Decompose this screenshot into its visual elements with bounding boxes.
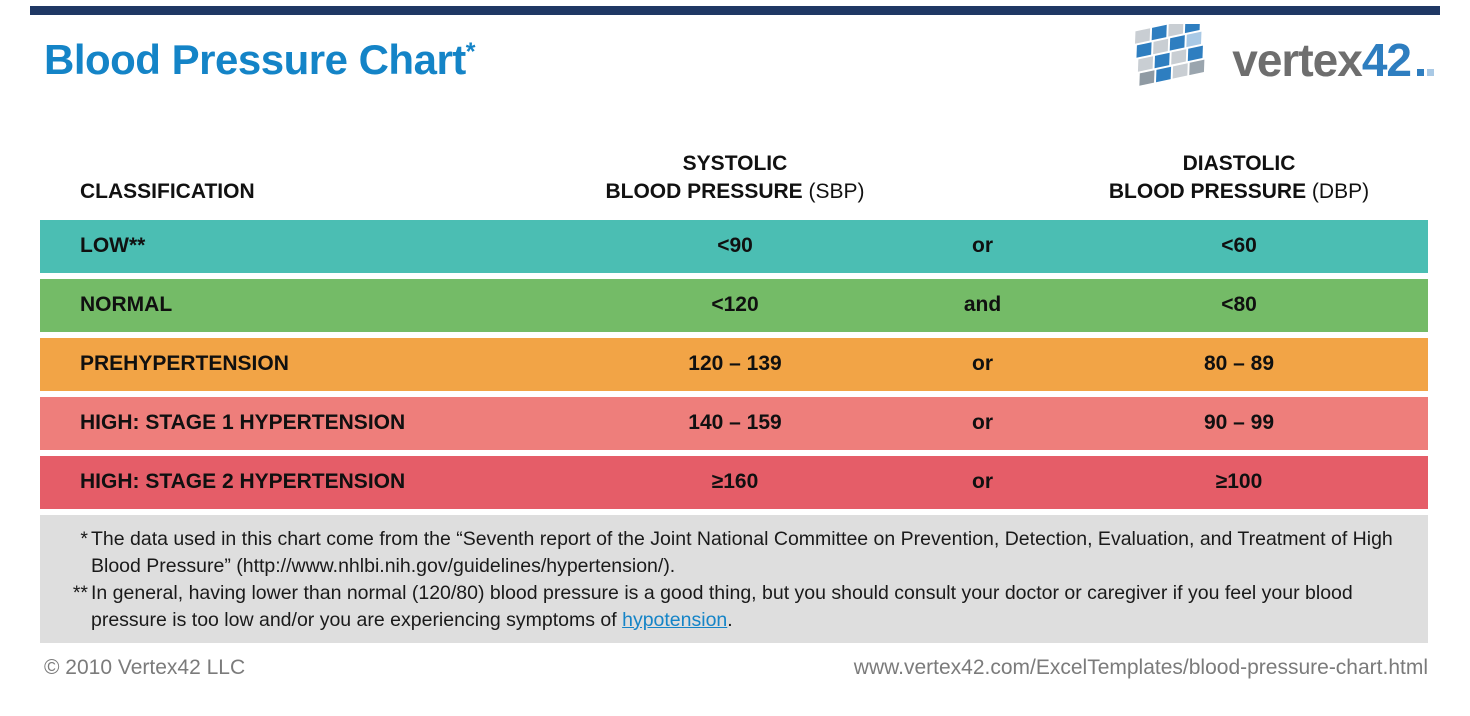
table-header-row: CLASSIFICATION SYSTOLIC BLOOD PRESSURE (… <box>40 150 1428 220</box>
row-conjunction: or <box>972 411 993 435</box>
row-diastolic-value: <60 <box>1221 234 1257 258</box>
row-systolic-value: <90 <box>717 234 753 258</box>
row-systolic-value: 140 – 159 <box>688 411 782 435</box>
vertex42-logo-text: vertex42 <box>1232 37 1434 83</box>
row-systolic-value: <120 <box>711 293 759 317</box>
row-classification: HIGH: STAGE 2 HYPERTENSION <box>80 470 406 494</box>
row-diastolic-value: <80 <box>1221 293 1257 317</box>
header-classification: CLASSIFICATION <box>80 180 255 204</box>
header-systolic-line2: BLOOD PRESSURE (SBP) <box>555 178 915 206</box>
logo-dots <box>1414 37 1434 83</box>
footnote-source: * The data used in this chart come from … <box>66 526 1402 580</box>
footnote-low-bp: ** In general, having lower than normal … <box>66 580 1402 634</box>
footnote-low-bp-before: In general, having lower than normal (12… <box>91 581 1353 631</box>
header-diastolic-abbrev: (DBP) <box>1306 180 1370 204</box>
page-title-asterisk: * <box>465 38 476 66</box>
footnote-marker: * <box>80 527 88 550</box>
table-row-normal: NORMAL <120 and <80 <box>40 278 1428 332</box>
blood-pressure-table: CLASSIFICATION SYSTOLIC BLOOD PRESSURE (… <box>40 150 1428 643</box>
header-diastolic-line2: BLOOD PRESSURE (DBP) <box>1050 178 1428 206</box>
row-conjunction: or <box>972 234 993 258</box>
row-classification: HIGH: STAGE 1 HYPERTENSION <box>80 411 406 435</box>
row-diastolic-value: 80 – 89 <box>1203 352 1275 376</box>
page-title-text: Blood Pressure Chart <box>44 36 466 83</box>
row-classification: PREHYPERTENSION <box>80 352 289 376</box>
table-row-stage2-hypertension: HIGH: STAGE 2 HYPERTENSION ≥160 or ≥100 <box>40 455 1428 509</box>
vertex42-logo: vertex42 <box>1134 24 1434 96</box>
row-conjunction: and <box>963 293 1002 317</box>
header-systolic-abbrev: (SBP) <box>802 180 865 204</box>
logo-text-vertex: vertex <box>1232 34 1363 86</box>
header-diastolic-line1: DIASTOLIC <box>1182 152 1296 175</box>
table-row-low: LOW** <90 or <60 <box>40 219 1428 273</box>
footer-url: www.vertex42.com/ExcelTemplates/blood-pr… <box>853 656 1428 679</box>
header-systolic: SYSTOLIC BLOOD PRESSURE (SBP) <box>555 150 915 207</box>
row-conjunction: or <box>972 470 993 494</box>
header-diastolic: DIASTOLIC BLOOD PRESSURE (DBP) <box>1050 150 1428 207</box>
footnote-marker: ** <box>72 581 88 604</box>
row-classification: NORMAL <box>80 293 173 317</box>
table-row-prehypertension: PREHYPERTENSION 120 – 139 or 80 – 89 <box>40 337 1428 391</box>
copyright-text: © 2010 Vertex42 LLC <box>44 656 246 679</box>
row-conjunction: or <box>972 352 993 376</box>
table-row-stage1-hypertension: HIGH: STAGE 1 HYPERTENSION 140 – 159 or … <box>40 396 1428 450</box>
row-systolic-value: ≥160 <box>711 470 759 494</box>
header-systolic-bold: BLOOD PRESSURE <box>605 180 803 204</box>
header-systolic-line1: SYSTOLIC <box>682 152 788 175</box>
top-accent-bar <box>30 6 1440 15</box>
header-diastolic-bold: BLOOD PRESSURE <box>1108 180 1307 204</box>
row-diastolic-value: 90 – 99 <box>1203 411 1275 435</box>
row-classification: LOW** <box>80 234 146 258</box>
row-diastolic-value: ≥100 <box>1215 470 1263 494</box>
row-systolic-value: 120 – 139 <box>688 352 782 376</box>
footnotes-block: * The data used in this chart come from … <box>40 514 1428 643</box>
footnote-low-bp-text: In general, having lower than normal (12… <box>88 580 1402 634</box>
footnote-low-bp-after: . <box>727 608 733 631</box>
page-title: Blood Pressure Chart* <box>44 36 476 84</box>
vertex42-logo-mark <box>1135 24 1205 86</box>
logo-text-42: 42 <box>1361 34 1412 86</box>
hypotension-link[interactable]: hypotension <box>622 608 728 631</box>
footnote-source-text: The data used in this chart come from th… <box>91 527 1393 577</box>
